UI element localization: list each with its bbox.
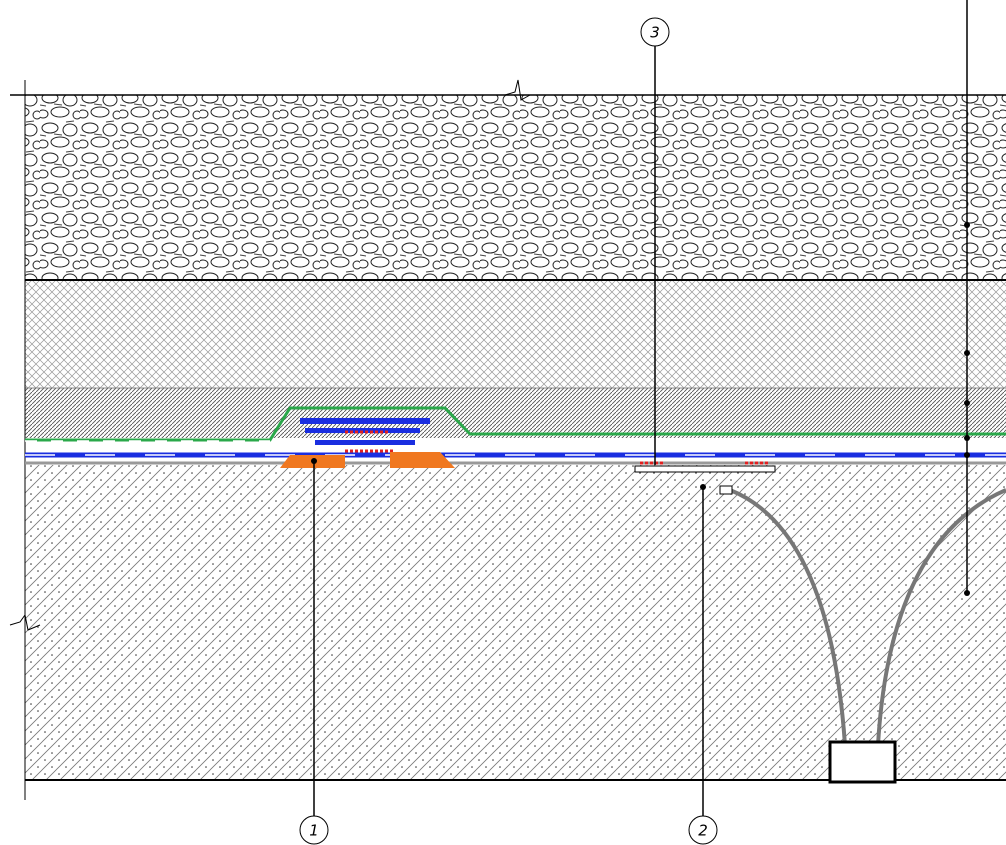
leader-dot [311, 458, 317, 464]
callout-label: 3 [650, 24, 660, 42]
leader-dot [964, 590, 970, 596]
gravel-layer [25, 95, 1006, 280]
callout: 2 [689, 816, 717, 844]
drain-plate [635, 466, 775, 472]
leader-dot [964, 435, 970, 441]
patch-layer [300, 418, 430, 424]
pipe-end [720, 486, 732, 494]
leader-dot [964, 400, 970, 406]
concrete-layer [25, 465, 1006, 780]
section-drawing: 1 2 3 [0, 0, 1006, 845]
callout: 3 [641, 18, 669, 46]
callout: 1 [300, 816, 328, 844]
insulation-layer [25, 280, 1006, 388]
leader-dot [700, 484, 706, 490]
leader-dot [964, 350, 970, 356]
patch-layer [315, 440, 415, 445]
leader-dot [964, 222, 970, 228]
protection-layer [25, 388, 1006, 438]
leader-dot [964, 452, 970, 458]
anchor-box [830, 742, 895, 782]
callout-label: 1 [309, 822, 319, 840]
callout-label: 2 [698, 822, 708, 840]
page: 1 2 3 (() => { const data = JSON.parse(d… [0, 0, 1006, 845]
